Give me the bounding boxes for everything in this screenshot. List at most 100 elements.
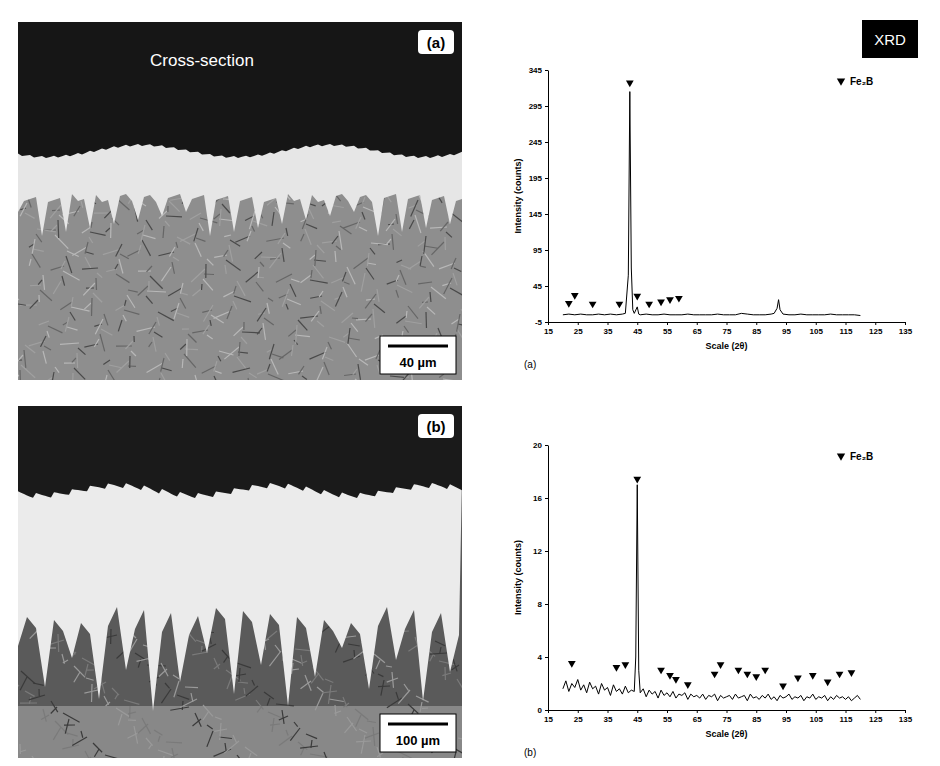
texture (91, 684, 93, 702)
texture (60, 343, 79, 344)
figure: Cross-section(a)40 µm(b)100 µmXRD1525354… (0, 0, 940, 766)
texture (173, 257, 179, 261)
texture (207, 259, 213, 265)
texture (203, 711, 209, 720)
texture (220, 209, 221, 226)
tick-mark (545, 214, 548, 215)
texture (348, 644, 360, 646)
tick-mark (545, 604, 548, 605)
texture (64, 724, 75, 725)
scale-bar (388, 723, 448, 726)
texture (430, 653, 447, 654)
tick: 115 (840, 710, 853, 724)
texture (124, 700, 139, 704)
texture (354, 258, 368, 269)
texture (134, 726, 138, 744)
marker (675, 296, 683, 303)
marker (794, 676, 802, 683)
texture (229, 245, 233, 262)
tick: 25 (574, 322, 583, 336)
texture (65, 317, 69, 332)
texture (366, 268, 374, 280)
x-axis: 152535455565758595105115125135 (544, 322, 913, 336)
texture (210, 320, 211, 326)
texture (409, 220, 414, 229)
texture (290, 284, 296, 297)
texture (116, 708, 129, 717)
texture (373, 309, 375, 328)
texture (165, 353, 170, 361)
texture (237, 755, 246, 758)
tick-label: 195 (529, 174, 543, 183)
substrate (18, 22, 462, 380)
marker (568, 661, 576, 668)
texture (311, 270, 312, 278)
texture (258, 267, 260, 278)
texture (19, 744, 21, 754)
tick-label: 16 (533, 494, 542, 503)
tick-mark (608, 710, 609, 713)
texture (177, 313, 189, 317)
tick-label: 105 (810, 327, 824, 336)
tick: 45 (633, 322, 642, 336)
texture (418, 282, 432, 284)
marker (657, 668, 665, 675)
texture (118, 714, 122, 725)
texture (272, 212, 274, 226)
tick-label: 45 (533, 282, 542, 291)
tick-label: 125 (869, 327, 883, 336)
texture (38, 689, 39, 696)
texture (218, 356, 221, 361)
texture (263, 323, 265, 340)
texture (317, 687, 324, 693)
texture (439, 661, 456, 665)
texture (180, 283, 183, 294)
texture (138, 245, 141, 254)
texture (335, 292, 342, 307)
texture (348, 338, 360, 340)
texture (300, 746, 318, 748)
marker (633, 477, 641, 484)
texture (29, 259, 31, 266)
texture (362, 212, 365, 219)
scale-bar-label: 40 µm (399, 355, 436, 370)
texture (381, 680, 384, 696)
texture (18, 304, 26, 305)
scale-bar-box (380, 336, 456, 374)
texture (201, 284, 203, 290)
tick-label: 45 (633, 327, 642, 336)
texture (328, 342, 331, 349)
texture (154, 332, 162, 337)
tick-label: 135 (899, 715, 913, 724)
tick-mark (545, 710, 548, 711)
texture (315, 250, 316, 266)
texture (91, 222, 92, 228)
marker (616, 302, 624, 309)
texture (328, 685, 331, 704)
texture (29, 695, 45, 700)
tick-label: 8 (538, 600, 543, 609)
texture (348, 328, 350, 344)
texture (18, 355, 23, 362)
texture (329, 337, 345, 342)
texture (166, 741, 182, 743)
panel-label: (b) (524, 747, 536, 758)
texture (267, 364, 270, 371)
texture (279, 736, 292, 745)
texture (91, 298, 93, 316)
texture (226, 260, 241, 271)
texture (118, 320, 122, 331)
texture (157, 317, 159, 326)
x-axis-title: Scale (2θ) (706, 341, 748, 351)
texture (373, 727, 375, 746)
texture (191, 693, 193, 702)
texture (268, 298, 273, 301)
tick: 125 (869, 710, 883, 724)
texture (40, 290, 52, 301)
texture (267, 698, 270, 705)
marker (743, 672, 751, 679)
texture (243, 322, 244, 330)
texture (115, 305, 125, 310)
texture (352, 317, 358, 319)
texture (146, 220, 152, 230)
